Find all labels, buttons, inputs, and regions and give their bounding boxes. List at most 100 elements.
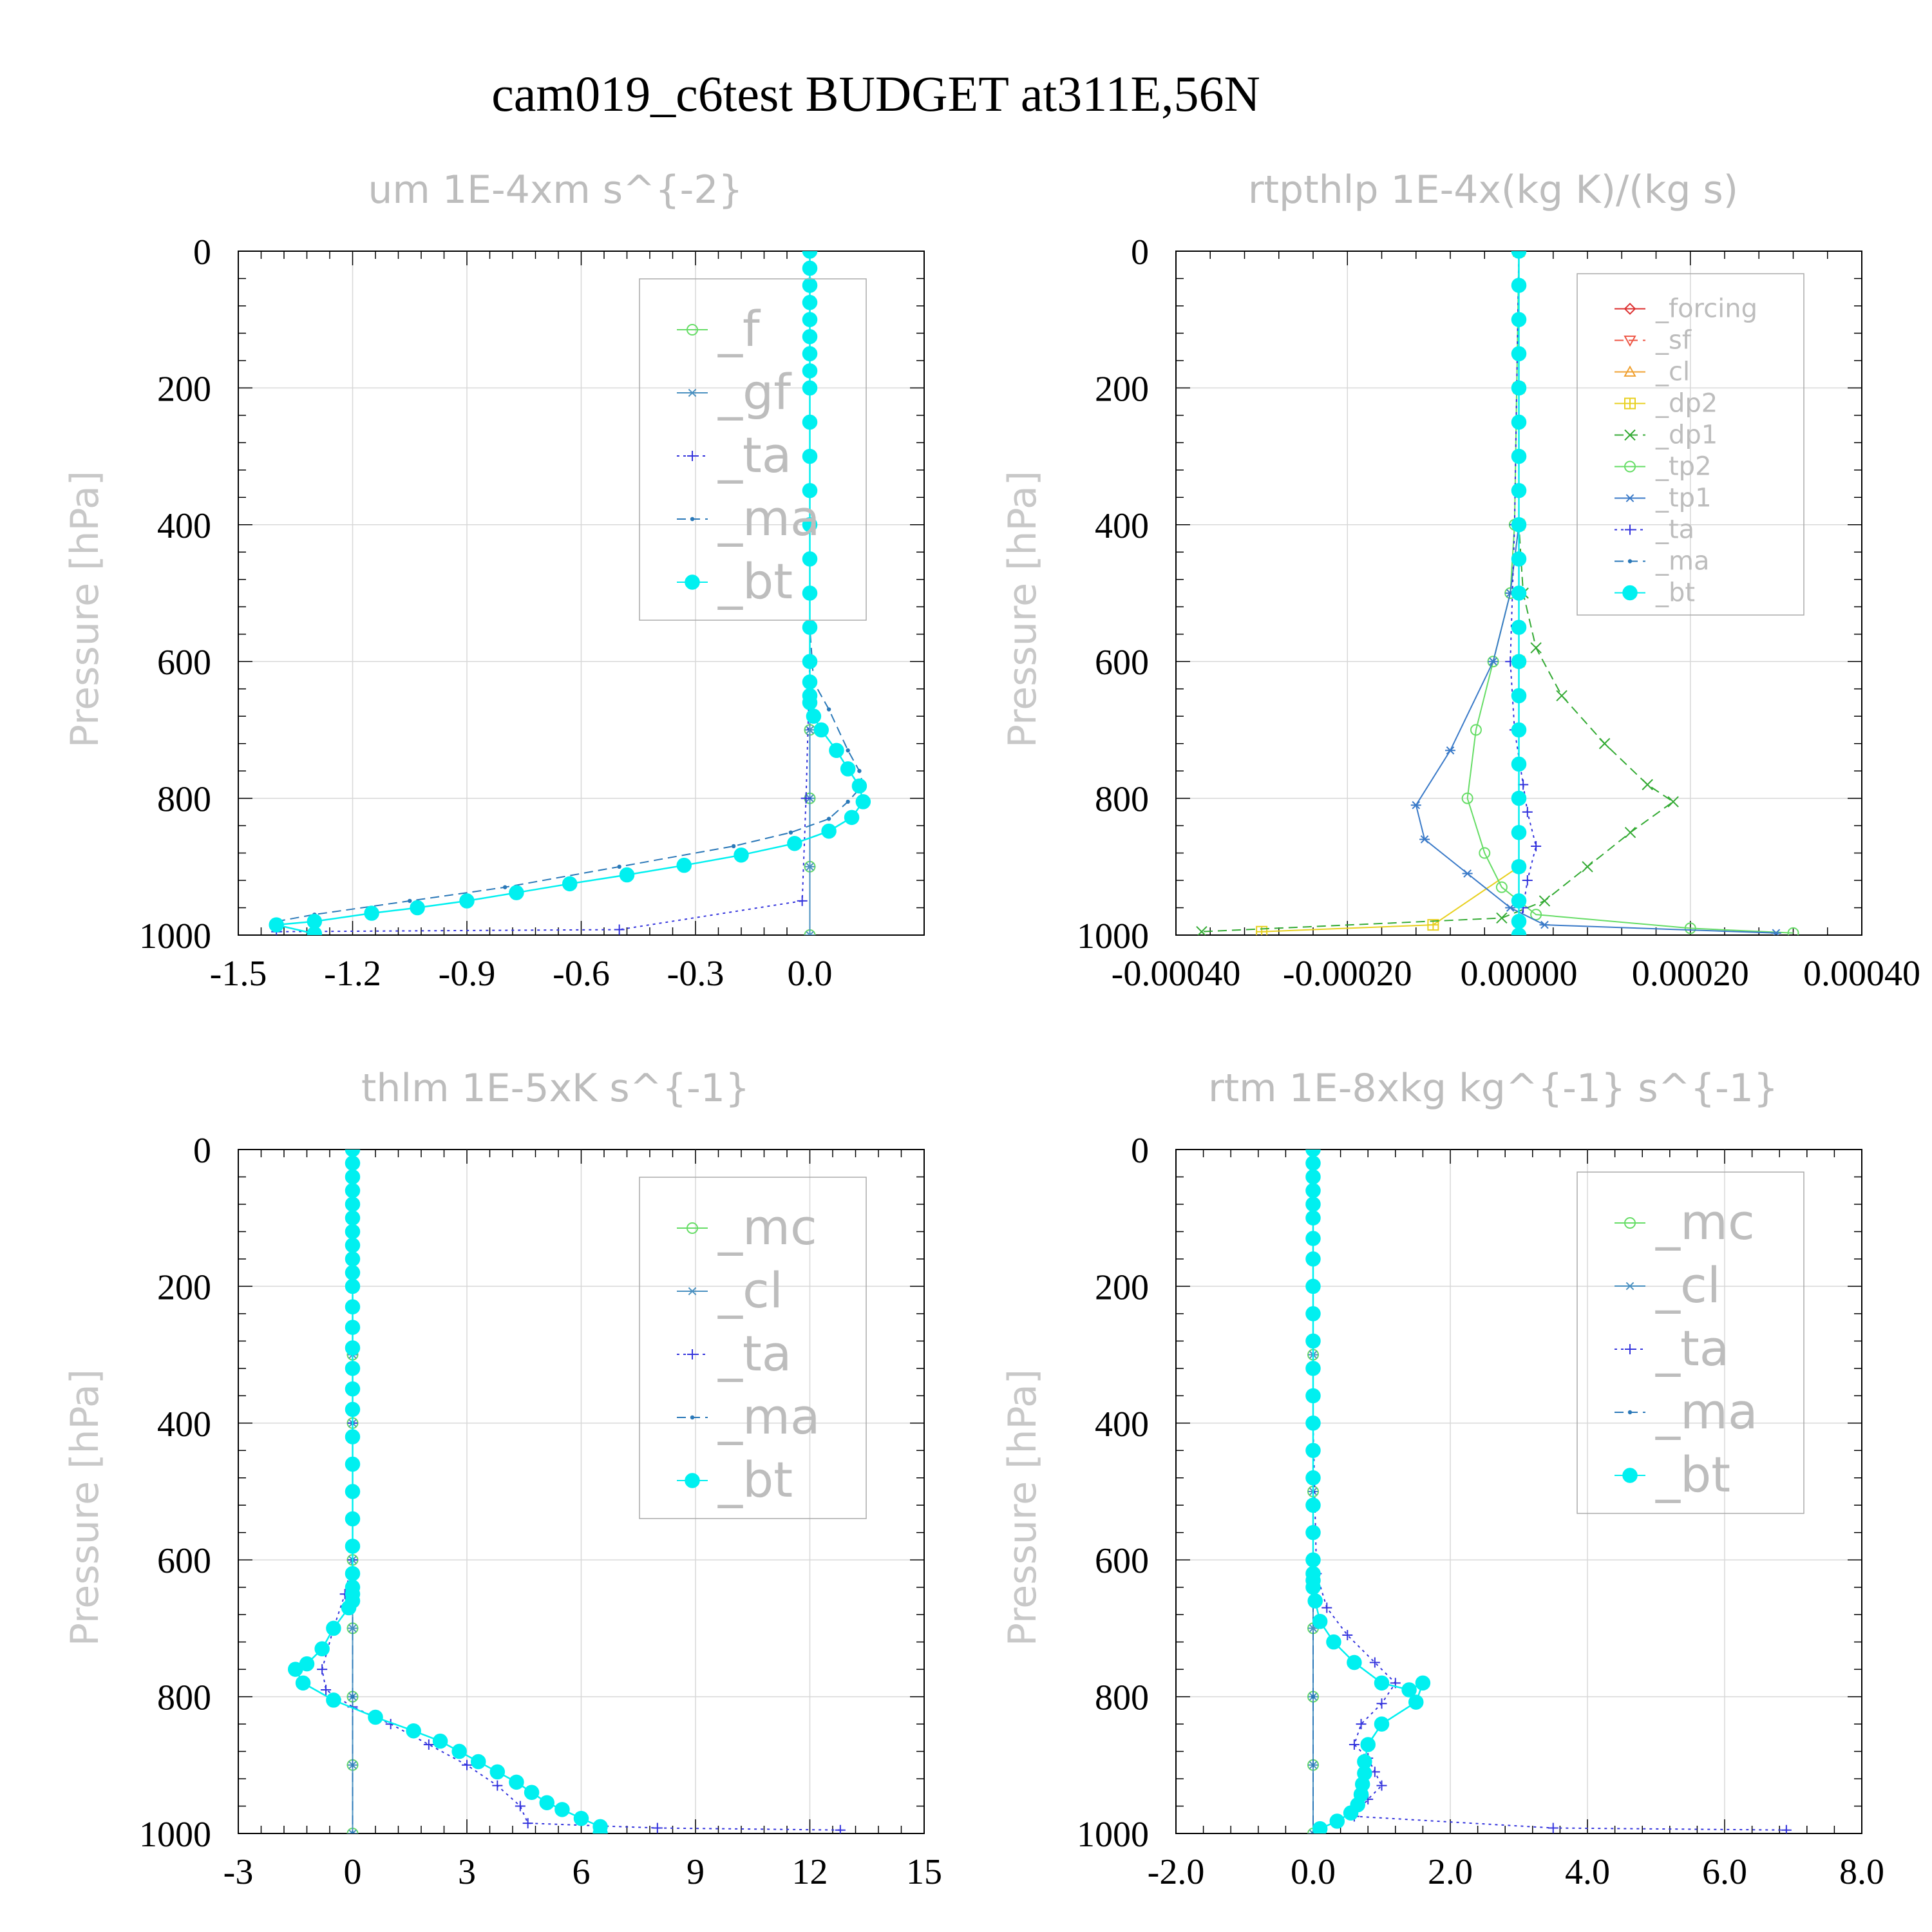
data-point-bt xyxy=(326,1620,341,1636)
data-point-tp2 xyxy=(1787,927,1799,935)
data-point-bt xyxy=(459,893,475,909)
series-layer xyxy=(288,1150,846,1833)
x-tick-label: 0.00020 xyxy=(1632,954,1749,994)
data-point-ma xyxy=(788,830,793,835)
y-tick-label: 400 xyxy=(157,506,211,546)
data-point-ta xyxy=(835,1824,846,1833)
legend-label: _cl xyxy=(1655,357,1690,387)
data-point-bt xyxy=(1305,1278,1321,1294)
data-point-bt xyxy=(539,1795,554,1810)
x-tick-label: 0 xyxy=(344,1852,362,1892)
series-line-ta xyxy=(276,251,811,933)
data-point-ta xyxy=(492,1780,503,1791)
x-tick-label: 2.0 xyxy=(1428,1852,1473,1892)
data-point-bt xyxy=(844,810,860,826)
data-point-bt xyxy=(592,1826,608,1833)
data-point-bt xyxy=(345,1169,361,1185)
chart-panels: um 1E-4xm s^{-2} Pressure [hPa] -1.5 -1.2 -0… xyxy=(62,167,1920,1892)
y-tick-label: 0 xyxy=(1131,232,1149,272)
data-point-bt xyxy=(802,278,818,293)
data-point-bt xyxy=(345,1340,361,1356)
data-point-ta xyxy=(522,1818,533,1829)
data-point-bt xyxy=(269,917,284,933)
y-tick-label: 1000 xyxy=(139,916,211,956)
legend-marker xyxy=(685,1473,700,1488)
data-point-dp1 xyxy=(1624,826,1636,838)
y-tick-label: 1000 xyxy=(1077,916,1149,956)
y-tick-label: 800 xyxy=(1095,1678,1149,1718)
y-tick-label: 800 xyxy=(157,1678,211,1718)
data-point-bt xyxy=(806,708,822,724)
data-point-bt xyxy=(802,329,818,345)
data-point-bt xyxy=(406,1723,421,1739)
legend-label: _cl xyxy=(717,1262,783,1319)
data-point-bt xyxy=(1415,1675,1431,1691)
series-layer xyxy=(1305,1150,1792,1833)
data-point-bt xyxy=(802,654,818,669)
legend-marker xyxy=(1624,365,1636,377)
data-point-bt xyxy=(1511,380,1527,396)
data-point-bt xyxy=(471,1754,486,1770)
data-point-bt xyxy=(802,380,818,396)
data-point-bt xyxy=(345,1539,361,1554)
x-tick-label: 6.0 xyxy=(1702,1852,1747,1892)
data-point-tp2 xyxy=(1684,922,1696,934)
data-point-bt xyxy=(851,778,867,794)
legend-marker xyxy=(1627,559,1633,564)
data-point-ta xyxy=(614,924,625,935)
legend-marker xyxy=(1625,1344,1635,1354)
data-point-bt xyxy=(1401,1682,1417,1698)
data-point-tp1 xyxy=(1505,904,1516,912)
data-point-bt xyxy=(1360,1737,1376,1752)
data-point-ta xyxy=(515,1801,526,1812)
data-point-bt xyxy=(345,1429,361,1444)
legend-marker xyxy=(687,388,697,397)
data-point-ta xyxy=(652,1823,663,1833)
data-point-ta xyxy=(1342,1630,1353,1641)
data-point-bt xyxy=(345,1401,361,1417)
chart-panel-3: thlm 1E-5xK s^{-1} Pressure [hPa] -3 0 3 6 9 12… xyxy=(62,1066,942,1892)
data-point-ma xyxy=(350,1831,355,1833)
panel-title: um 1E-4xm s^{-2} xyxy=(368,167,743,213)
data-point-tp1 xyxy=(1770,929,1781,935)
legend-marker xyxy=(1625,1282,1635,1291)
legend-box xyxy=(639,278,867,621)
y-tick-label: 0 xyxy=(193,1131,211,1171)
data-point-ma xyxy=(1311,1694,1316,1699)
y-tick-label: 400 xyxy=(1095,1405,1149,1444)
data-point-tp1 xyxy=(1539,920,1550,929)
data-point-bt xyxy=(345,1511,361,1527)
data-point-bt xyxy=(802,448,818,464)
data-point-bt xyxy=(288,1662,303,1677)
data-point-bt xyxy=(314,1641,330,1657)
y-tick-label: 600 xyxy=(157,643,211,683)
legend-label: _bt xyxy=(1655,1446,1730,1503)
legend-label: _bt xyxy=(717,553,793,610)
data-point-bt xyxy=(821,823,837,839)
data-point-bt xyxy=(1326,1634,1341,1650)
data-point-bt xyxy=(1305,1251,1321,1267)
series-layer xyxy=(269,251,871,935)
x-tick-label: 0.00000 xyxy=(1461,954,1578,994)
data-point-bt xyxy=(509,885,524,900)
x-tick-label: 12 xyxy=(792,1852,828,1892)
data-point-tp2 xyxy=(1530,909,1542,921)
data-point-bt xyxy=(1305,1443,1321,1459)
data-point-bt xyxy=(802,251,818,259)
data-point-bt xyxy=(1511,722,1527,738)
data-point-bt xyxy=(562,876,578,892)
data-point-bt xyxy=(1511,654,1527,669)
data-point-bt xyxy=(345,1299,361,1315)
legend-marker xyxy=(687,1349,697,1359)
series-line-tp2 xyxy=(1466,251,1794,934)
data-point-dp1 xyxy=(1496,912,1508,924)
data-point-bt xyxy=(345,1150,361,1157)
legend: _mc _cl _ta _ma _bt xyxy=(639,1177,867,1519)
legend-marker xyxy=(687,1287,697,1296)
data-point-bt xyxy=(432,1733,448,1749)
x-tick-label: 3 xyxy=(458,1852,476,1892)
legend-marker xyxy=(1624,397,1636,410)
data-point-ta xyxy=(462,1759,472,1770)
data-point-bt xyxy=(326,1692,341,1708)
legend-label: _forcing xyxy=(1655,294,1757,324)
